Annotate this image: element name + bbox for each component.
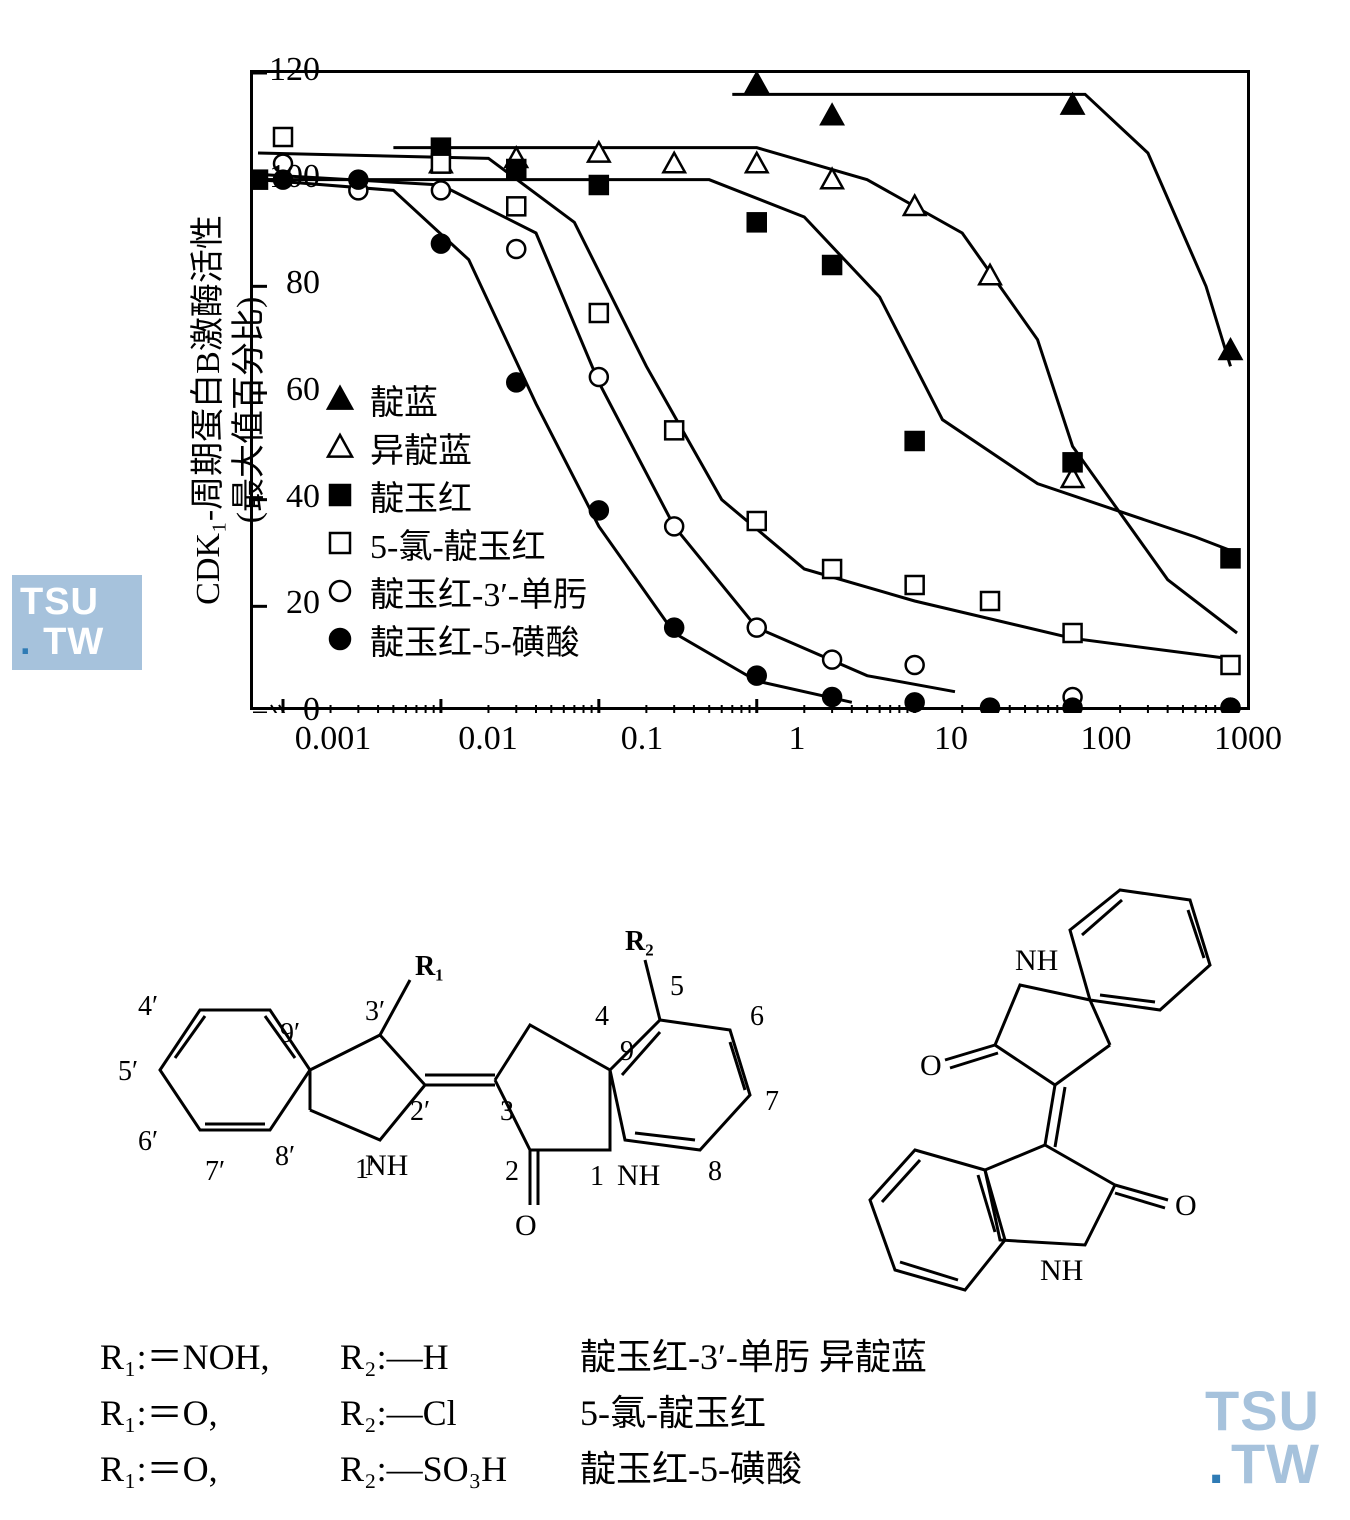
svg-text:6: 6 [750,1001,764,1032]
dose-response-chart: CDK₁-周期蛋白B激酶活性 (最大值百分比) 0 20 40 60 80 10… [180,40,1260,750]
svg-text:4: 4 [595,1001,609,1032]
legend-label: 靛蓝 [370,375,438,424]
legend-marker [310,475,370,515]
svg-text:2′: 2′ [410,1096,430,1127]
watermark-text2: TW [43,621,104,663]
r1-cell: R₁:＝NOH, [100,1330,340,1386]
xtick: 1000 [1214,720,1282,758]
xtick: 1 [789,720,806,758]
svg-text:O: O [920,1049,942,1082]
legend-marker [310,619,370,659]
r2-cell: R₂:—Cl [340,1386,580,1442]
y-axis-label: CDK₁-周期蛋白B激酶活性 (最大值百分比) [210,160,250,660]
legend-marker [310,427,370,467]
legend-item: 靛蓝 [310,375,587,423]
legend-item: 异靛蓝 [310,423,587,471]
svg-text:3′: 3′ [365,996,385,1027]
legend-label: 靛玉红-5-磺酸 [370,615,580,664]
r2-cell: R₂:—H [340,1330,580,1386]
ytick: 80 [286,264,320,302]
svg-text:7′: 7′ [205,1156,225,1187]
svg-text:2: 2 [505,1156,519,1187]
table-row: R₁:＝O, R₂:—Cl 5-氯-靛玉红 [100,1386,927,1442]
legend: 靛蓝异靛蓝靛玉红5-氯-靛玉红靛玉红-3′-单肟靛玉红-5-磺酸 [310,375,587,663]
svg-text:3: 3 [500,1096,514,1127]
legend-marker [310,523,370,563]
legend-label: 靛玉红-3′-单肟 [370,567,587,616]
xtick: 100 [1081,720,1132,758]
legend-item: 靛玉红-5-磺酸 [310,615,587,663]
svg-text:5: 5 [670,971,684,1002]
svg-text:5′: 5′ [118,1056,138,1087]
svg-text:9: 9 [620,1036,634,1067]
svg-text:R₁: R₁ [415,951,444,982]
svg-text:O: O [1175,1189,1197,1222]
ytick: 100 [269,158,320,196]
svg-text:6′: 6′ [138,1126,158,1157]
ylabel-line1: CDK₁-周期蛋白B激酶活性 [190,215,227,605]
svg-text:1: 1 [590,1161,604,1192]
svg-text:8′: 8′ [275,1141,295,1172]
legend-label: 靛玉红 [370,471,472,520]
svg-text:8: 8 [708,1156,722,1187]
substituent-table: R₁:＝NOH, R₂:—H 靛玉红-3′-单肟 异靛蓝 R₁:＝O, R₂:—… [100,1330,927,1497]
watermark-dot: . [1208,1432,1225,1495]
watermark-text1: TSU [20,583,142,623]
watermark-badge: TSU . TW [12,575,142,670]
svg-text:NH: NH [617,1159,660,1192]
r2-cell: R₂:—SO₃H [340,1442,580,1498]
structures-svg: 4′ 5′ 6′ 7′ 8′ 9′ 1′ 2′ 3′ R₁ NH 3 2 O 1… [100,820,1250,1310]
table-row: R₁:＝O, R₂:—SO₃H 靛玉红-5-磺酸 [100,1442,927,1498]
svg-text:NH: NH [1015,944,1058,977]
legend-marker [310,379,370,419]
name-cell: 靛玉红-5-磺酸 [580,1442,802,1498]
legend-label: 异靛蓝 [370,423,472,472]
xtick: 0.001 [295,720,372,758]
name-cell: 靛玉红-3′-单肟 异靛蓝 [580,1330,927,1386]
chemical-structures: 4′ 5′ 6′ 7′ 8′ 9′ 1′ 2′ 3′ R₁ NH 3 2 O 1… [100,820,1250,1310]
xtick: 10 [934,720,968,758]
r1-cell: R₁:＝O, [100,1386,340,1442]
svg-text:9′: 9′ [280,1018,300,1049]
xtick: 0.1 [621,720,664,758]
watermark-text2: TW [1231,1432,1320,1495]
svg-text:NH: NH [365,1149,408,1182]
watermark-text1: TSU [1205,1384,1320,1437]
svg-text:R₂: R₂ [625,926,654,957]
table-row: R₁:＝NOH, R₂:—H 靛玉红-3′-单肟 异靛蓝 [100,1330,927,1386]
name-cell: 5-氯-靛玉红 [580,1386,766,1442]
xtick: 0.01 [458,720,518,758]
legend-item: 5-氯-靛玉红 [310,519,587,567]
svg-text:NH: NH [1040,1254,1083,1287]
svg-text:O: O [515,1209,537,1242]
legend-label: 5-氯-靛玉红 [370,519,546,568]
r1-cell: R₁:＝O, [100,1442,340,1498]
legend-item: 靛玉红-3′-单肟 [310,567,587,615]
watermark-dot: . [20,621,43,663]
svg-text:7: 7 [765,1086,779,1117]
legend-marker [310,571,370,611]
watermark-corner: TSU .TW [1205,1384,1320,1490]
ytick: 120 [269,51,320,89]
legend-item: 靛玉红 [310,471,587,519]
svg-text:4′: 4′ [138,991,158,1022]
